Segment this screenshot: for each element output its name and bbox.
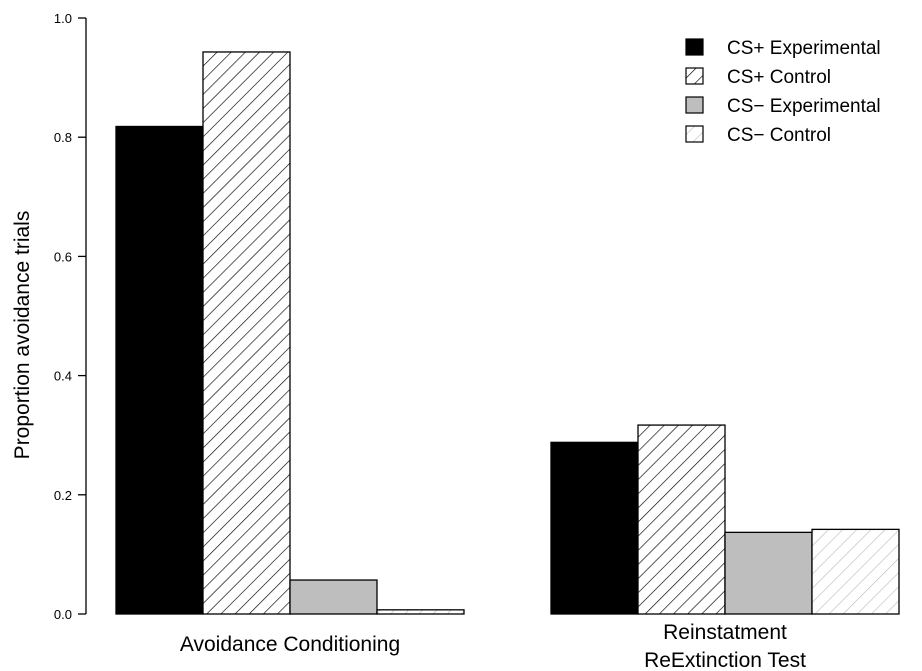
legend-label: CS− Experimental [727, 96, 881, 117]
y-tick-label: 0.4 [54, 369, 72, 384]
y-axis: 0.0 0.2 0.4 0.6 0.8 1.0 [54, 11, 87, 622]
bars [115, 51, 900, 615]
y-tick-label: 0.2 [54, 488, 72, 503]
bar [811, 528, 900, 615]
y-tick-label: 0.0 [54, 607, 72, 622]
legend-swatch [685, 125, 704, 143]
y-tick-label: 0.6 [54, 249, 72, 264]
legend-label: CS+ Experimental [727, 38, 881, 59]
bar [115, 125, 204, 615]
bar [637, 424, 726, 615]
bar [376, 609, 465, 615]
bar [550, 441, 639, 615]
y-axis-title: Proportion avoidance trials [11, 211, 34, 460]
legend-label: CS+ Control [727, 67, 831, 88]
bar [202, 51, 291, 615]
category-labels: Avoidance Conditioning Reinstatment ReExti… [180, 621, 806, 671]
y-tick-label: 1.0 [54, 11, 72, 26]
bar [724, 531, 813, 615]
category-label: ReExtinction Test [644, 649, 806, 671]
bar [289, 579, 378, 615]
legend-swatch [685, 38, 704, 56]
category-label: Reinstatment [663, 621, 787, 644]
category-label: Avoidance Conditioning [180, 633, 400, 656]
legend-swatch [685, 67, 704, 85]
legend: CS+ Experimental CS+ Control CS− Experimen… [685, 38, 881, 146]
legend-swatch [685, 96, 704, 114]
y-tick-label: 0.8 [54, 130, 72, 145]
legend-label: CS− Control [727, 125, 831, 146]
